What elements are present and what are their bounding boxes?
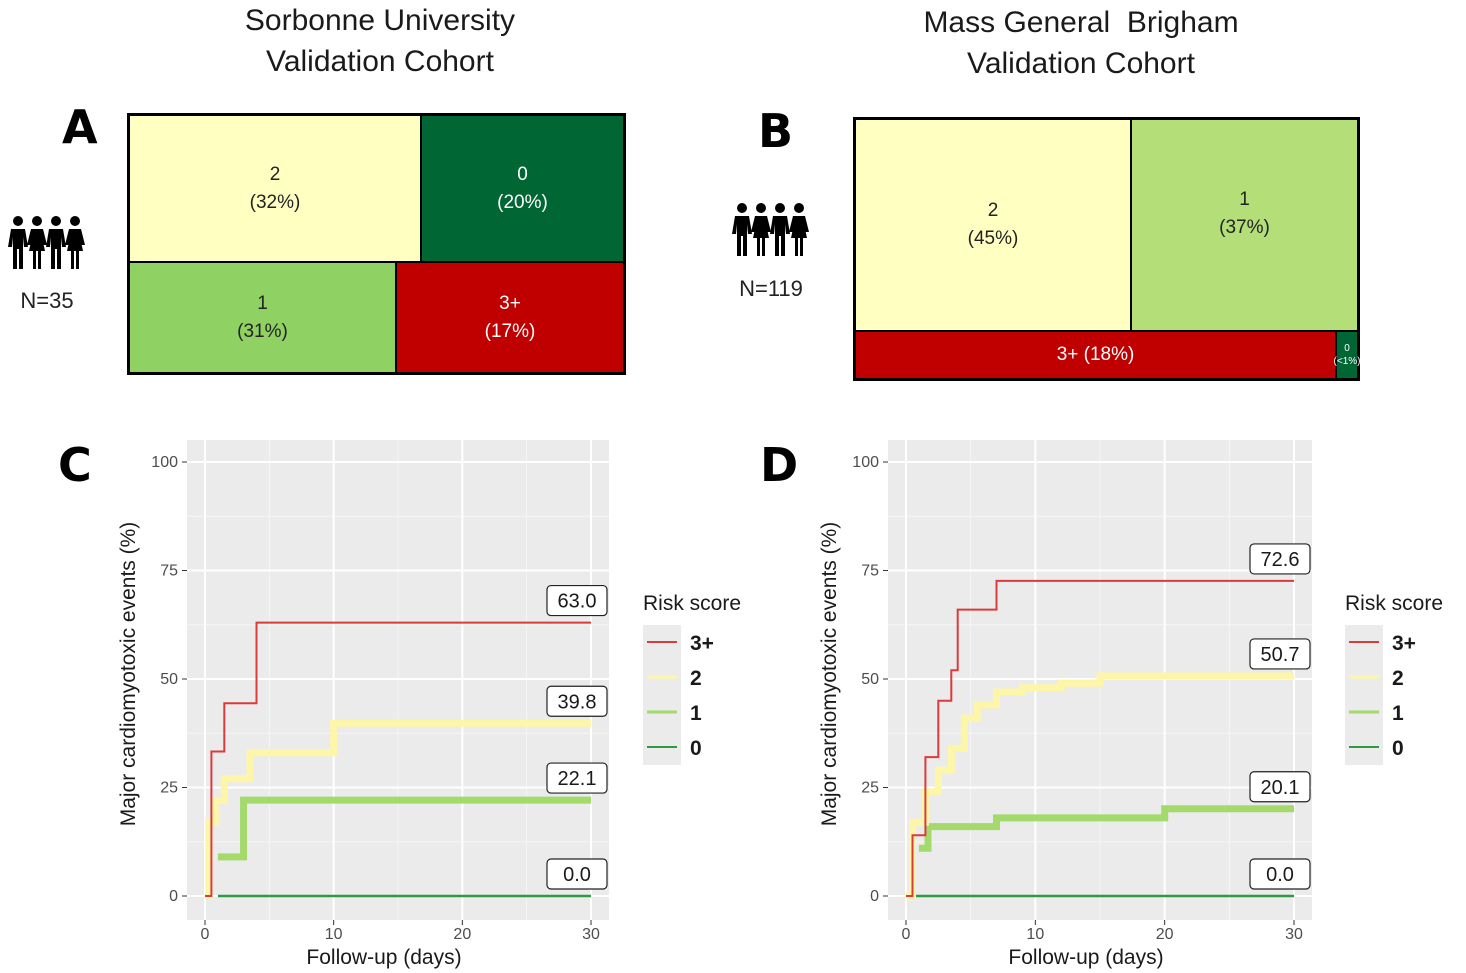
panel-letter-d: D [760, 438, 799, 492]
y-tick-label: 75 [861, 563, 879, 580]
y-tick-label: 25 [160, 780, 178, 797]
tile-percent: (37%) [1219, 217, 1270, 238]
treemap-a: 2 (32%) 0 (20%) 1 (31%) 3+ (17%) [127, 113, 626, 375]
legend-label: 1 [690, 702, 702, 725]
series-line-1 [217, 796, 591, 861]
tile-score: 3+ [499, 292, 521, 314]
tile-score: 1 [257, 292, 268, 314]
x-tick-label: 20 [453, 926, 471, 943]
treemap-tile: 2 (45%) [855, 119, 1131, 331]
right-cohort-title-line1: Mass General Brigham [923, 6, 1239, 39]
x-axis-label: Follow-up (days) [306, 946, 461, 969]
end-value-label: 0.0 [563, 864, 591, 886]
y-tick-label: 50 [160, 671, 178, 688]
treemap-tile: 3+ (18%) [855, 331, 1336, 379]
legend-title: Risk score [643, 592, 741, 615]
treemap-tile: 0 (<1%) [1333, 331, 1361, 379]
end-value-box [1249, 771, 1311, 803]
people-group-icon [8, 216, 85, 269]
y-axis-label: Major cardiomyotoxic events (%) [117, 522, 140, 827]
legend-key-background [643, 625, 681, 765]
legend-label: 0 [1392, 737, 1404, 760]
treemap-tile: 2 (32%) [129, 115, 421, 262]
end-value-label: 39.8 [558, 691, 597, 713]
x-tick-label: 30 [582, 926, 600, 943]
end-value-box [1249, 543, 1311, 575]
legend-label: 0 [690, 737, 702, 760]
y-axis-label: Major cardiomyotoxic events (%) [818, 522, 841, 827]
end-value-box [546, 858, 608, 890]
n-label-a: N=35 [20, 288, 74, 313]
legend-label: 3+ [690, 632, 714, 655]
treemap-b: 2 (45%) 1 (37%) 3+ (18%) 0 (<1%) [853, 117, 1360, 381]
tile-percent: (<1%) [1333, 356, 1361, 367]
end-value-label: 72.6 [1261, 549, 1300, 571]
tile-score: 3+ (18%) [1056, 344, 1135, 365]
end-value-label: 50.7 [1261, 644, 1300, 666]
left-cohort-title-line1: Sorbonne University [244, 4, 516, 37]
right-cohort-title-line2: Validation Cohort [967, 47, 1195, 80]
tile-score: 2 [269, 163, 281, 185]
series-line-1 [918, 805, 1294, 852]
legend-label: 2 [1392, 667, 1404, 690]
y-tick-label: 25 [861, 780, 879, 797]
left-cohort-title: Sorbonne University Validation Cohort [180, 0, 580, 82]
end-value-box [546, 584, 608, 617]
y-tick-label: 50 [861, 671, 879, 688]
end-value-label: 22.1 [558, 768, 597, 790]
people-group-icon [732, 203, 809, 256]
series-line-2 [205, 719, 591, 900]
end-value-label: 63.0 [558, 591, 597, 613]
legend-title: Risk score [1345, 592, 1443, 615]
tile-percent: (17%) [484, 320, 536, 342]
end-value-box [1249, 638, 1311, 670]
y-tick-label: 0 [169, 888, 178, 905]
tile-percent: (31%) [237, 320, 288, 342]
tile-percent: (45%) [967, 228, 1019, 249]
treemap-tile: 0 (20%) [421, 115, 624, 262]
end-value-label: 20.1 [1261, 777, 1300, 799]
tile-percent: (20%) [497, 191, 548, 213]
tile-score: 0 [1344, 343, 1350, 354]
panel-letter-b: B [758, 104, 794, 158]
end-value-label: 0.0 [1266, 864, 1294, 886]
series-line-3plus [205, 621, 591, 897]
tile-score: 0 [517, 163, 528, 185]
series-line-3plus [906, 579, 1294, 897]
x-tick-label: 0 [902, 926, 911, 943]
x-tick-label: 10 [325, 926, 343, 943]
panel-letter-a: A [62, 100, 98, 154]
n-label-b: N=119 [739, 276, 803, 301]
legend-label: 2 [690, 667, 702, 690]
y-tick-label: 75 [160, 563, 178, 580]
treemap-tile: 3+ (17%) [396, 262, 624, 373]
end-value-box [546, 762, 608, 794]
x-tick-label: 0 [201, 926, 210, 943]
x-tick-label: 20 [1156, 926, 1174, 943]
legend-label: 3+ [1392, 632, 1416, 655]
end-value-box [546, 685, 608, 717]
x-axis-label: Follow-up (days) [1008, 946, 1163, 969]
x-tick-label: 30 [1285, 926, 1303, 943]
tile-score: 2 [987, 200, 999, 221]
legend-label: 1 [1392, 702, 1404, 725]
y-tick-label: 100 [151, 454, 178, 471]
legend-key-background [1345, 625, 1383, 765]
end-value-box [1249, 858, 1311, 890]
treemap-tile: 1 (37%) [1131, 119, 1358, 331]
tile-score: 1 [1239, 189, 1250, 210]
panel-letter-c: C [58, 438, 92, 492]
treemap-tile: 1 (31%) [129, 262, 396, 373]
x-tick-label: 10 [1026, 926, 1044, 943]
y-tick-label: 0 [870, 888, 879, 905]
y-tick-label: 100 [852, 454, 879, 471]
tile-percent: (32%) [249, 191, 301, 213]
left-cohort-title-line2: Validation Cohort [266, 45, 494, 78]
right-cohort-title: Mass General Brigham Validation Cohort [876, 2, 1286, 84]
